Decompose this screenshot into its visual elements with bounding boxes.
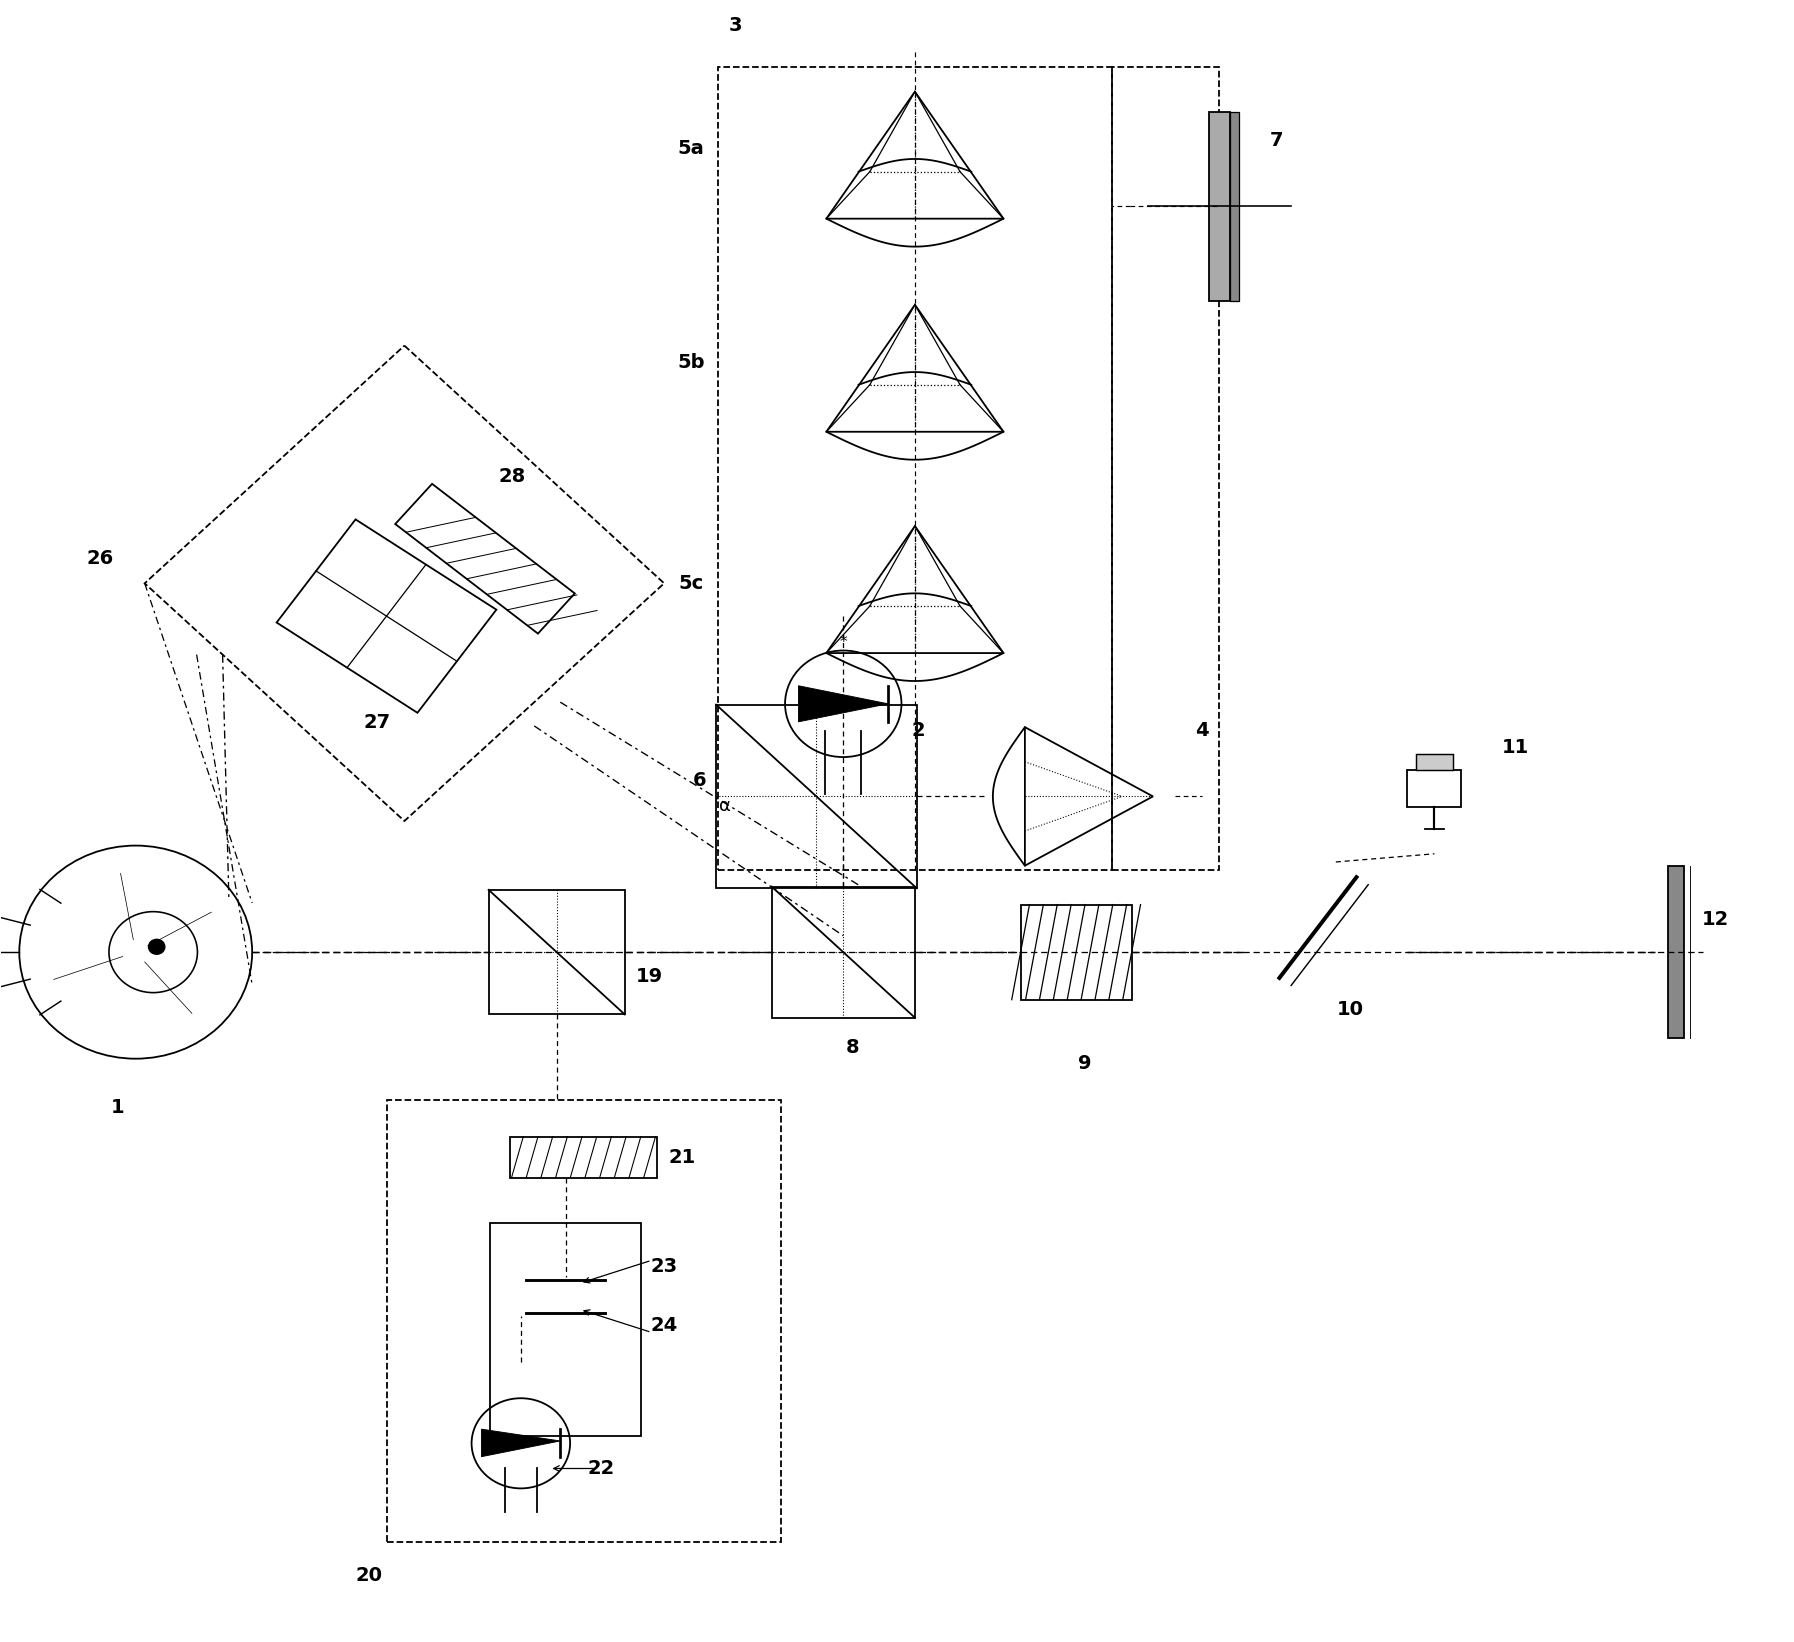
Text: 1: 1 bbox=[111, 1098, 124, 1117]
Bar bbox=[1209, 112, 1231, 300]
Bar bbox=[490, 1223, 640, 1435]
Text: 12: 12 bbox=[1703, 910, 1729, 929]
Text: 10: 10 bbox=[1337, 1000, 1363, 1020]
Bar bbox=[1408, 770, 1462, 806]
Polygon shape bbox=[798, 686, 888, 722]
Bar bbox=[1231, 112, 1240, 300]
Bar bbox=[1668, 865, 1685, 1038]
Text: 19: 19 bbox=[637, 967, 664, 987]
Polygon shape bbox=[481, 1429, 560, 1456]
Text: α: α bbox=[719, 798, 730, 814]
Text: 24: 24 bbox=[651, 1317, 678, 1335]
Bar bbox=[386, 1100, 780, 1542]
Text: 3: 3 bbox=[728, 16, 743, 36]
Text: 22: 22 bbox=[588, 1460, 615, 1478]
Text: 23: 23 bbox=[651, 1258, 678, 1276]
Text: 26: 26 bbox=[86, 548, 113, 568]
Text: 2: 2 bbox=[911, 721, 926, 741]
Text: 27: 27 bbox=[364, 713, 391, 732]
Text: 28: 28 bbox=[499, 468, 526, 486]
Text: 5a: 5a bbox=[678, 140, 705, 158]
Bar bbox=[1112, 67, 1220, 870]
Text: 8: 8 bbox=[845, 1038, 859, 1057]
Text: 6: 6 bbox=[692, 770, 707, 790]
Text: 9: 9 bbox=[1078, 1054, 1093, 1074]
Text: 21: 21 bbox=[669, 1148, 696, 1166]
Bar bbox=[509, 1136, 657, 1177]
Text: *: * bbox=[840, 635, 847, 650]
Text: 7: 7 bbox=[1270, 131, 1283, 149]
Text: 11: 11 bbox=[1502, 737, 1528, 757]
Text: 20: 20 bbox=[355, 1565, 382, 1585]
Circle shape bbox=[149, 939, 165, 954]
Bar bbox=[1021, 905, 1132, 1000]
Text: 5c: 5c bbox=[678, 573, 703, 593]
Bar bbox=[1415, 754, 1453, 770]
Text: 4: 4 bbox=[1195, 721, 1209, 741]
Text: 5b: 5b bbox=[678, 353, 705, 371]
Bar bbox=[718, 67, 1112, 870]
